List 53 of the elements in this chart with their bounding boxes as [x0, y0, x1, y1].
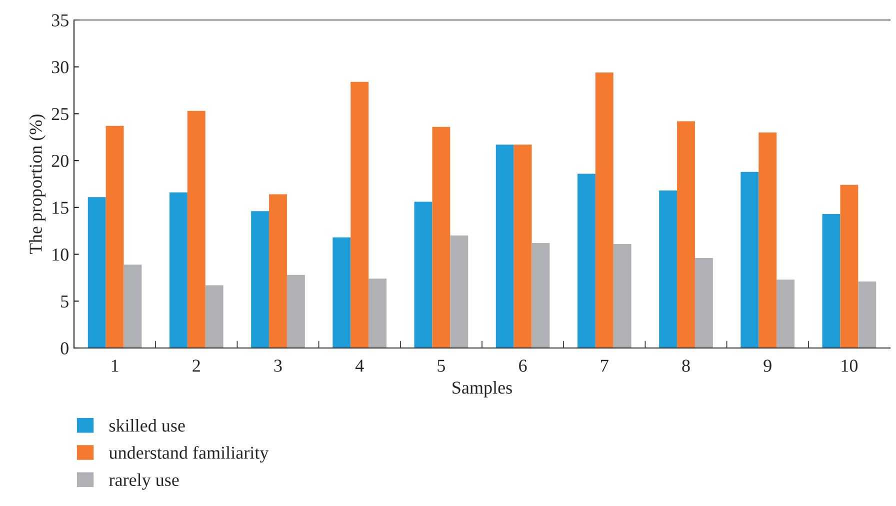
bar	[677, 121, 695, 348]
bar	[532, 243, 550, 348]
x-tick-label: 6	[519, 360, 527, 372]
x-axis-title: Samples	[452, 381, 512, 398]
bar	[776, 280, 795, 348]
y-tick-label: 10	[52, 248, 68, 261]
bar	[169, 192, 188, 348]
bar	[514, 144, 532, 348]
y-tick-label: 25	[52, 108, 68, 120]
bar	[124, 264, 142, 348]
y-tick-label: 30	[52, 61, 68, 74]
x-tick-label: 1	[112, 360, 118, 372]
legend-label: skilled use	[109, 419, 185, 432]
x-tick-label: 2	[192, 360, 200, 372]
y-tick-label: 5	[61, 296, 68, 308]
bar	[350, 82, 369, 348]
bar	[659, 190, 678, 348]
bar	[822, 214, 840, 348]
bar	[187, 110, 206, 348]
bar	[332, 237, 351, 348]
x-tick-label: 8	[682, 360, 690, 372]
bar	[414, 202, 432, 348]
bar	[286, 274, 305, 348]
x-tick-label: 10	[842, 360, 858, 372]
bar	[758, 132, 777, 348]
bar	[269, 194, 287, 348]
bar	[205, 285, 224, 348]
bar	[368, 278, 387, 348]
x-tick-label: 4	[355, 360, 364, 372]
x-tick-label: 7	[601, 360, 608, 372]
x-tick-label: 3	[274, 360, 282, 372]
bar	[613, 244, 632, 348]
bar	[251, 211, 270, 348]
x-tick-label: 5	[438, 360, 446, 372]
bar	[106, 126, 124, 348]
bar	[694, 258, 713, 348]
bar	[496, 144, 514, 348]
bar	[450, 236, 468, 348]
y-axis-title: The proportion (%)	[29, 114, 46, 254]
legend-label: understand familiarity	[108, 446, 269, 463]
y-tick-label: 35	[52, 14, 68, 26]
bar	[858, 281, 876, 348]
y-tick-label: 0	[60, 342, 68, 354]
y-tick-label: 15	[52, 202, 68, 214]
x-tick-label: 9	[764, 360, 772, 372]
y-tick-label: 20	[52, 154, 68, 168]
bar	[840, 184, 858, 348]
bar	[432, 126, 450, 348]
bar	[577, 174, 596, 348]
bar	[88, 197, 106, 348]
bar	[595, 72, 614, 348]
legend-label: rarely use	[109, 473, 179, 490]
bar	[740, 172, 759, 348]
